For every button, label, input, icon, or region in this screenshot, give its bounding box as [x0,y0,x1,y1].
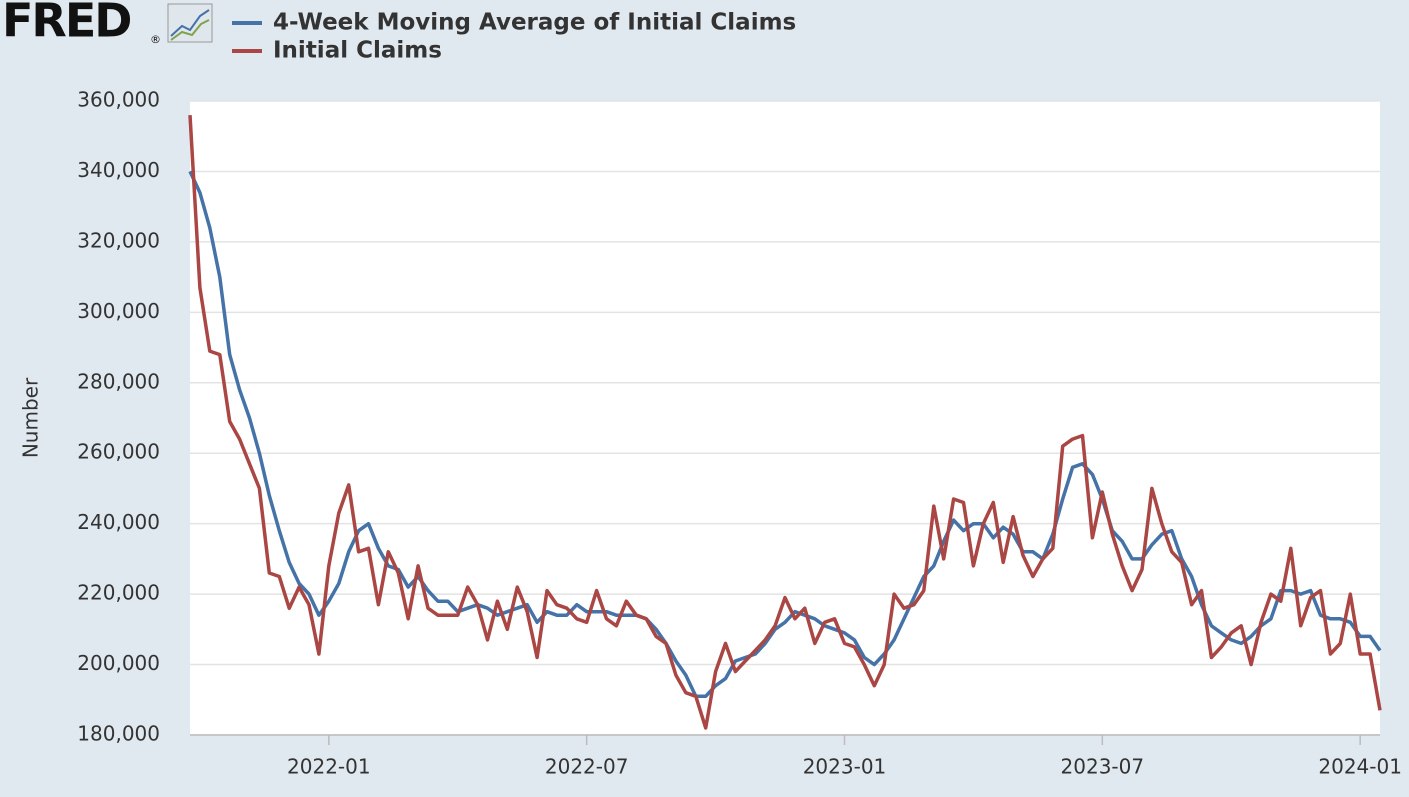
series-line [188,114,1382,730]
x-tick-label: 2022-01 [287,755,371,779]
logo-icon [167,3,213,43]
y-tick-label: 240,000 [77,510,160,534]
y-tick-label: 280,000 [77,369,160,393]
logo-icon-line [170,19,210,41]
series-line [188,170,1382,699]
y-tick-label: 340,000 [77,158,160,182]
y-tick-label: 200,000 [77,651,160,675]
y-tick-label: 180,000 [77,722,160,746]
y-tick-label: 260,000 [77,440,160,464]
plot-area [190,101,1380,735]
x-tick-label: 2024-01 [1318,755,1402,779]
y-tick-label: 300,000 [77,299,160,323]
x-tick-label: 2022-07 [545,755,629,779]
legend-label: 4-Week Moving Average of Initial Claims [273,10,796,36]
legend-label: Initial Claims [273,38,442,64]
logo: FRED [2,0,130,48]
y-tick-label: 360,000 [77,88,160,112]
y-tick-label: 220,000 [77,581,160,605]
y-tick-label: 320,000 [77,228,160,252]
logo-mark: ® [150,33,161,46]
x-tick-label: 2023-01 [803,755,887,779]
x-tick-label: 2023-07 [1061,755,1145,779]
logo-icon-line [170,9,210,37]
y-axis-label: Number [19,377,43,458]
